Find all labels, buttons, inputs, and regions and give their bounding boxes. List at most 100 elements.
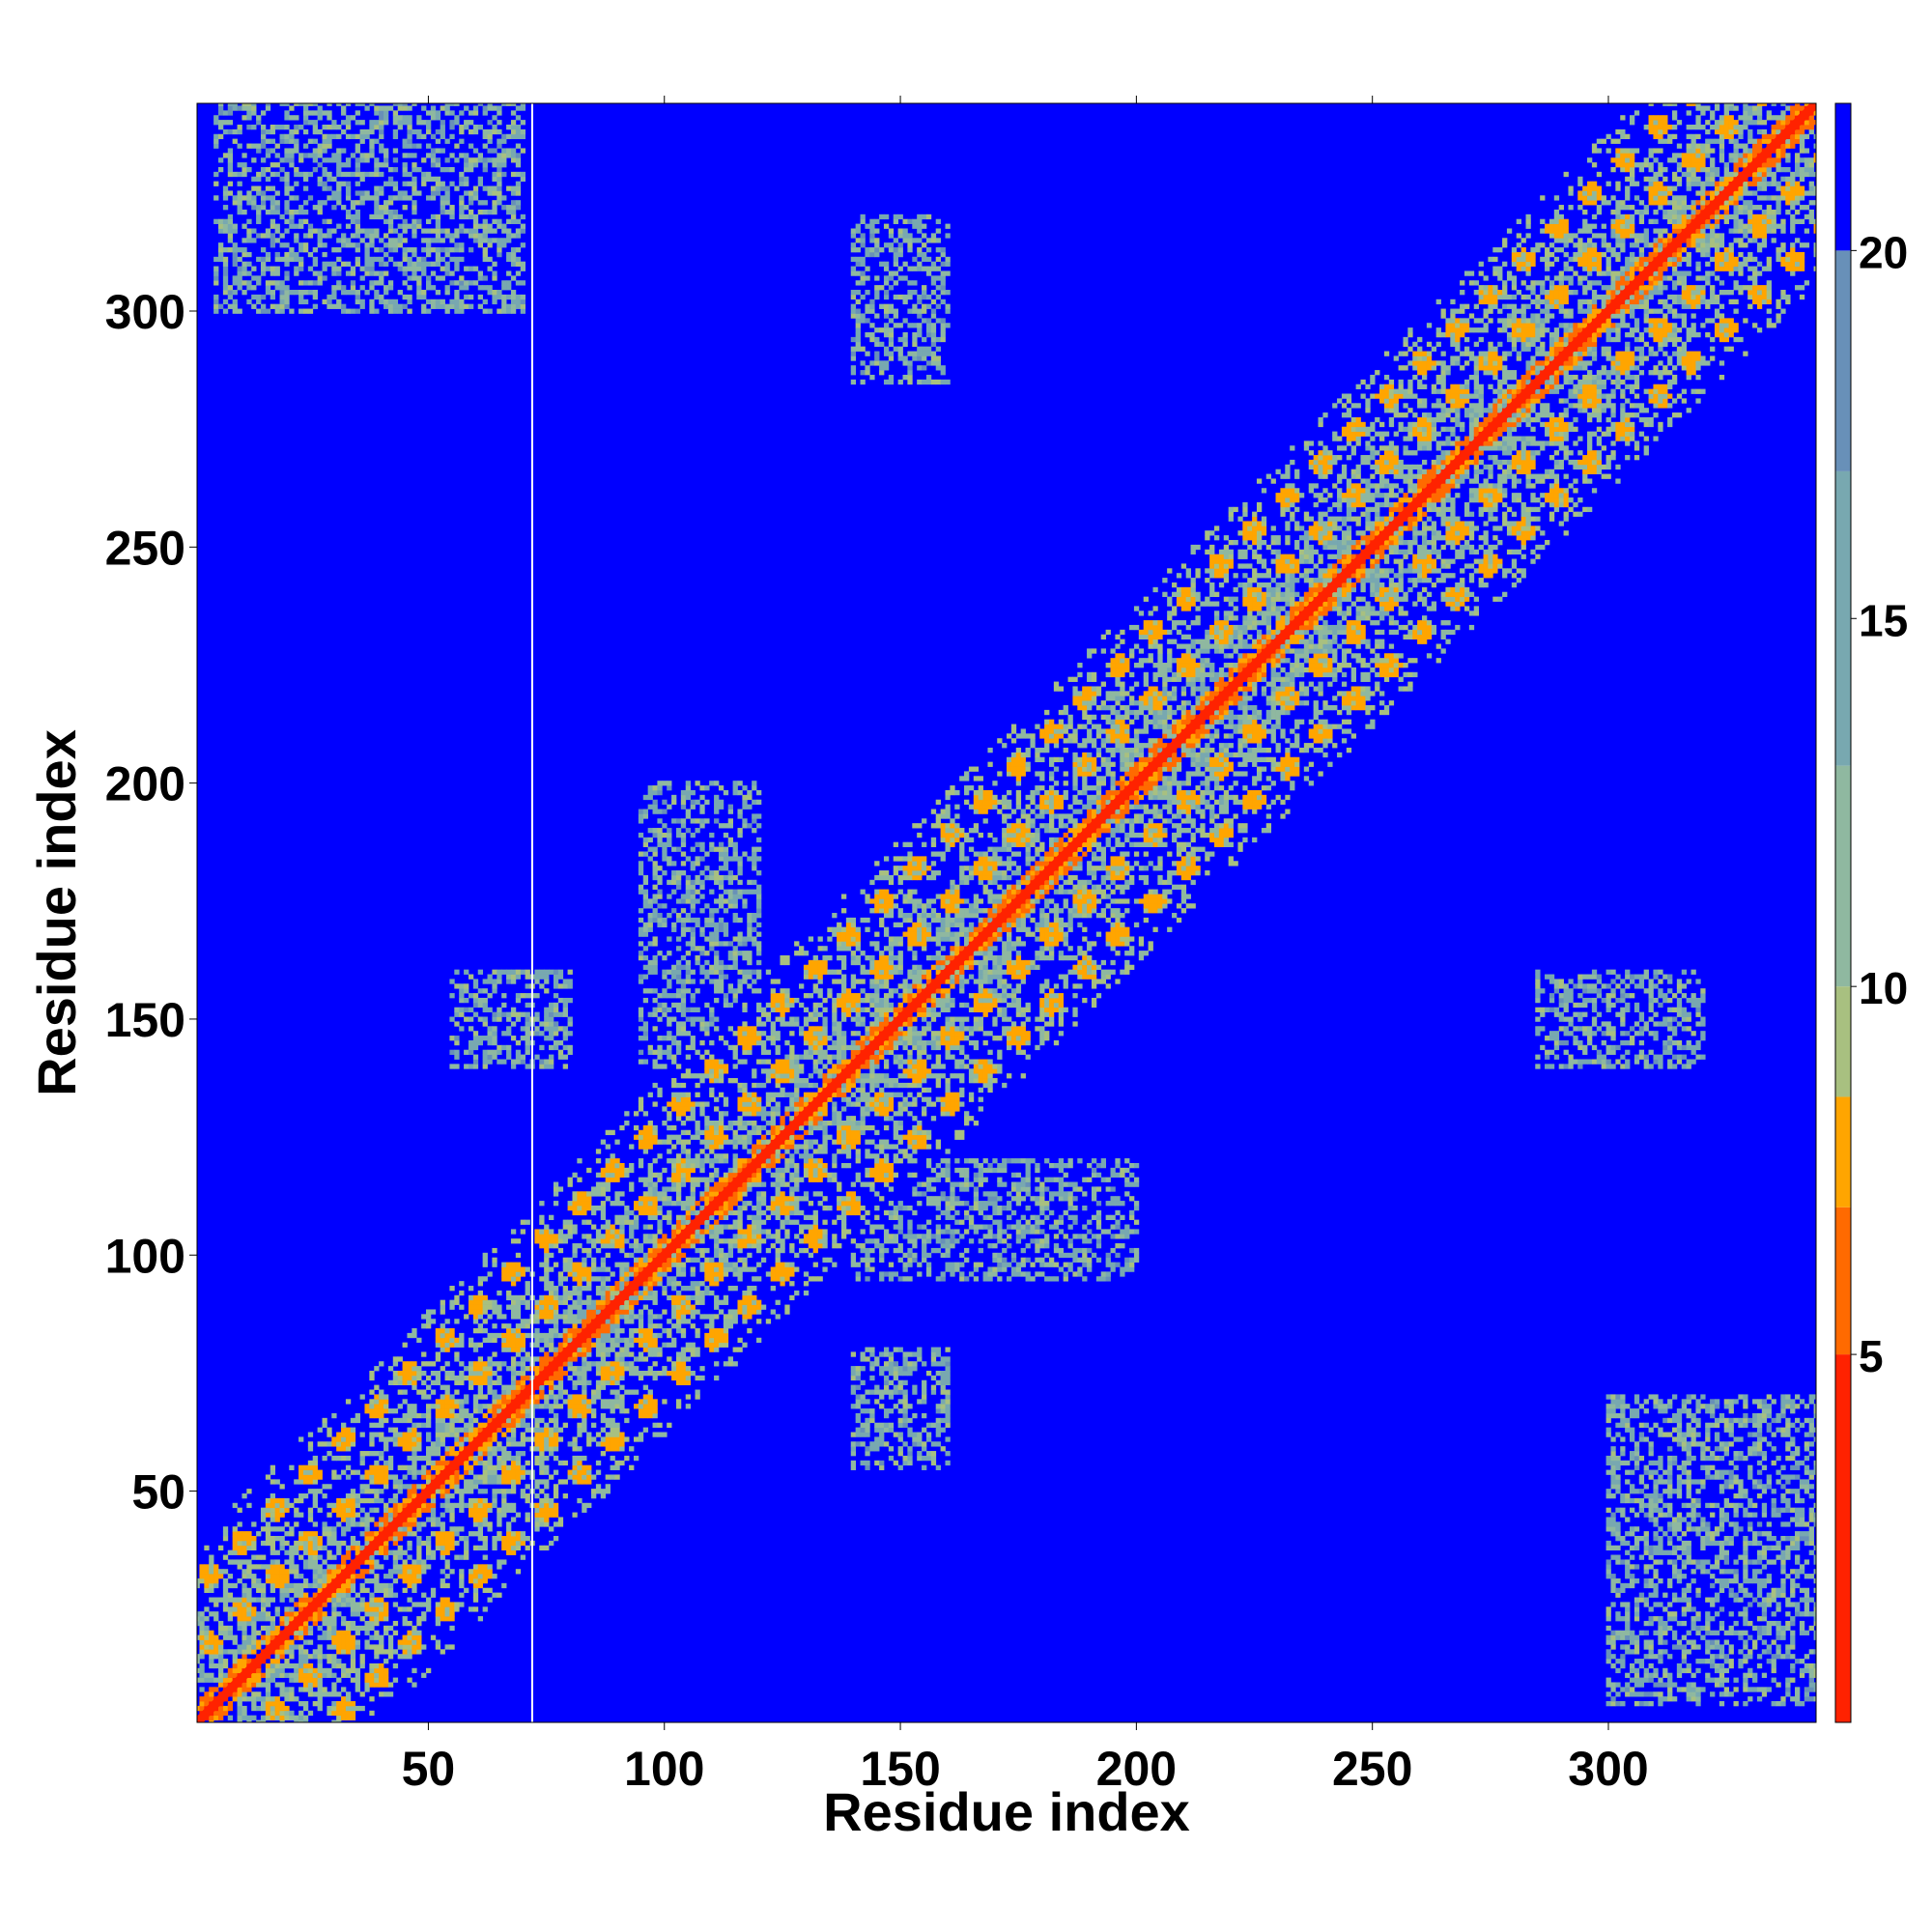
heatmap-cell bbox=[1752, 1626, 1757, 1631]
heatmap-cell bbox=[459, 1441, 464, 1446]
heatmap-cell bbox=[327, 262, 331, 267]
heatmap-cell bbox=[436, 162, 440, 167]
heatmap-cell bbox=[426, 1668, 431, 1673]
heatmap-cell bbox=[403, 1564, 408, 1569]
heatmap-cell bbox=[228, 1606, 233, 1611]
heatmap-cell bbox=[1606, 1564, 1611, 1569]
heatmap-cell bbox=[199, 1564, 204, 1569]
heatmap-cell bbox=[1719, 1508, 1724, 1513]
heatmap-cell bbox=[1620, 1654, 1625, 1659]
heatmap-cell bbox=[318, 1644, 323, 1649]
heatmap-cell bbox=[1734, 1503, 1739, 1508]
heatmap-cell bbox=[331, 157, 336, 162]
heatmap-cell bbox=[331, 1631, 336, 1635]
heatmap-cell bbox=[1804, 1574, 1809, 1578]
heatmap-cell bbox=[459, 205, 464, 210]
heatmap-cell bbox=[421, 182, 426, 186]
heatmap-cell bbox=[1606, 1569, 1611, 1574]
heatmap-cell bbox=[1724, 1659, 1729, 1663]
heatmap-cell bbox=[346, 120, 351, 125]
heatmap-cell bbox=[238, 1611, 242, 1616]
heatmap-cell bbox=[369, 195, 374, 200]
heatmap-cell bbox=[1682, 1606, 1687, 1611]
heatmap-cell bbox=[1691, 1696, 1696, 1701]
heatmap-cell bbox=[1752, 1673, 1757, 1678]
heatmap-cell bbox=[582, 1474, 586, 1479]
heatmap-cell bbox=[360, 1451, 365, 1456]
heatmap-cell bbox=[412, 1451, 416, 1456]
heatmap-cell bbox=[1691, 1503, 1696, 1508]
heatmap-cell bbox=[346, 1493, 351, 1498]
heatmap-cell bbox=[1700, 1536, 1705, 1541]
heatmap-cell bbox=[445, 1338, 450, 1343]
heatmap-cell bbox=[284, 1559, 289, 1564]
heatmap-cell bbox=[374, 162, 379, 167]
heatmap-cell bbox=[1610, 1451, 1615, 1456]
heatmap-cell bbox=[384, 1588, 388, 1593]
heatmap-cell bbox=[346, 1701, 351, 1706]
heatmap-cell bbox=[233, 1550, 238, 1555]
heatmap-cell bbox=[388, 1408, 393, 1413]
heatmap-cell bbox=[1715, 1682, 1719, 1687]
heatmap-cell bbox=[327, 1428, 331, 1433]
heatmap-cell bbox=[384, 1474, 388, 1479]
heatmap-cell bbox=[544, 1484, 549, 1489]
heatmap-cell bbox=[478, 1385, 483, 1390]
heatmap-cell bbox=[1757, 1550, 1762, 1555]
heatmap-cell bbox=[246, 1489, 251, 1493]
heatmap-cell bbox=[360, 1456, 365, 1461]
heatmap-cell bbox=[364, 1682, 369, 1687]
heatmap-cell bbox=[369, 1621, 374, 1626]
heatmap-cell bbox=[473, 1474, 478, 1479]
heatmap-cell bbox=[421, 1503, 426, 1508]
heatmap-cell bbox=[364, 1602, 369, 1606]
heatmap-cell bbox=[341, 1593, 346, 1598]
heatmap-cell bbox=[294, 182, 298, 186]
heatmap-cell bbox=[313, 1701, 318, 1706]
heatmap-cell bbox=[270, 1546, 275, 1550]
heatmap-cell bbox=[284, 285, 289, 290]
heatmap-cell bbox=[879, 1436, 884, 1441]
heatmap-cell bbox=[516, 1441, 521, 1446]
heatmap-cell bbox=[228, 1611, 233, 1616]
heatmap-cell bbox=[1762, 1578, 1767, 1583]
heatmap-cell bbox=[511, 1474, 516, 1479]
heatmap-cell bbox=[346, 157, 351, 162]
heatmap-cell bbox=[469, 1050, 473, 1055]
heatmap-cell bbox=[440, 1493, 445, 1498]
heatmap-cell bbox=[351, 1598, 355, 1603]
heatmap-cell bbox=[199, 1644, 204, 1649]
heatmap-cell bbox=[351, 1489, 355, 1493]
heatmap-cell bbox=[1785, 1479, 1790, 1484]
heatmap-cell bbox=[275, 1574, 280, 1578]
heatmap-cell bbox=[261, 205, 266, 210]
heatmap-cell bbox=[1780, 1701, 1785, 1706]
heatmap-cell bbox=[341, 1517, 346, 1521]
heatmap-cell bbox=[478, 153, 483, 157]
heatmap-cell bbox=[280, 1598, 285, 1603]
heatmap-cell bbox=[266, 1578, 270, 1583]
heatmap-cell bbox=[213, 275, 218, 280]
heatmap-cell bbox=[346, 1503, 351, 1508]
heatmap-cell bbox=[218, 1644, 223, 1649]
heatmap-cell bbox=[341, 1541, 346, 1546]
heatmap-cell bbox=[497, 1564, 501, 1569]
heatmap-cell bbox=[355, 233, 360, 238]
heatmap-cell bbox=[364, 1531, 369, 1536]
heatmap-cell bbox=[327, 1526, 331, 1531]
heatmap-cell bbox=[270, 139, 275, 144]
heatmap-cell bbox=[445, 1423, 450, 1428]
heatmap-cell bbox=[1625, 1493, 1630, 1498]
heatmap-cell bbox=[497, 1513, 501, 1518]
heatmap-cell bbox=[1700, 1451, 1705, 1456]
heatmap-cell bbox=[1610, 1456, 1615, 1461]
heatmap-cell bbox=[384, 1408, 388, 1413]
heatmap-cell bbox=[1695, 1498, 1700, 1503]
heatmap-cell bbox=[440, 1602, 445, 1606]
heatmap-cell bbox=[346, 1673, 351, 1678]
heatmap-cell bbox=[398, 1433, 403, 1437]
heatmap-cell bbox=[275, 1536, 280, 1541]
heatmap-cell bbox=[331, 1503, 336, 1508]
heatmap-cell bbox=[1687, 1461, 1691, 1465]
heatmap-cell bbox=[898, 1465, 903, 1470]
